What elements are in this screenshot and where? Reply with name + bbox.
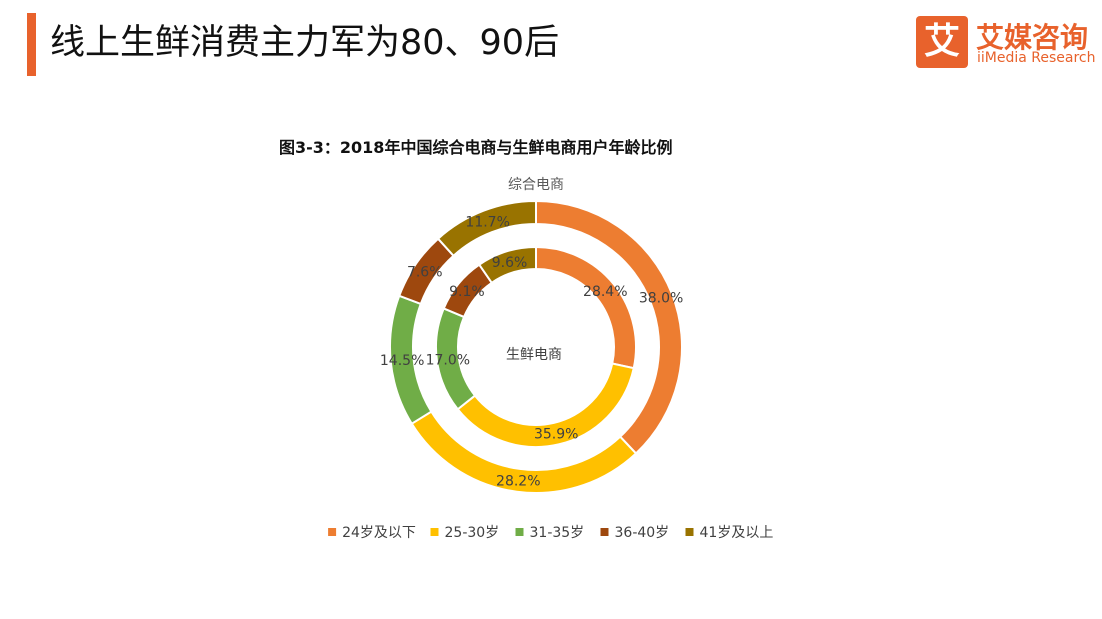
inner-ring-label-1: 28.4%: [583, 284, 627, 300]
chart-title: 图3-3：2018年中国综合电商与生鲜电商用户年龄比例: [279, 138, 673, 157]
outer-ring-label-3: 14.5%: [380, 353, 424, 369]
legend-swatch-2: [430, 528, 439, 536]
legend-swatch-5: [685, 528, 694, 536]
legend-label-4: 36-40岁: [615, 525, 670, 541]
iimedia-logo: 艾 艾媒咨询 iiMedia Research: [916, 16, 1096, 76]
logo-name-cn: 艾媒咨询: [976, 21, 1089, 54]
inner-ring-label-2: 35.9%: [534, 427, 578, 443]
slide-title: 线上生鲜消费主力军为80、90后: [50, 23, 560, 63]
title-accent-bar: [27, 13, 36, 76]
legend-label-3: 31-35岁: [530, 525, 585, 541]
outer-series-name: 综合电商: [508, 177, 564, 193]
inner-ring-slice-5: [477, 245, 537, 285]
inner-ring-label-4: 9.1%: [449, 284, 485, 300]
outer-ring-label-4: 7.6%: [407, 264, 443, 280]
legend-swatch-4: [600, 528, 609, 536]
legend-label-1: 24岁及以下: [342, 525, 416, 541]
inner-series-name: 生鲜电商: [506, 347, 562, 363]
logo-name-en: iiMedia Research: [977, 50, 1096, 66]
outer-ring-label-5: 11.7%: [465, 214, 509, 230]
inner-ring-label-3: 17.0%: [426, 352, 470, 368]
legend: 24岁及以下 25-30岁 31-35岁 36-40岁 41岁及以上: [328, 525, 773, 541]
outer-ring-label-1: 38.0%: [639, 290, 683, 306]
outer-ring-slice-5: [436, 199, 537, 258]
outer-ring-label-2: 28.2%: [496, 473, 540, 489]
legend-label-2: 25-30岁: [445, 525, 500, 541]
legend-swatch-1: [328, 528, 337, 536]
logo-mark: 艾: [916, 16, 968, 68]
inner-ring-label-5: 9.6%: [492, 255, 528, 271]
legend-swatch-3: [515, 528, 524, 536]
legend-label-5: 41岁及以上: [700, 525, 774, 541]
